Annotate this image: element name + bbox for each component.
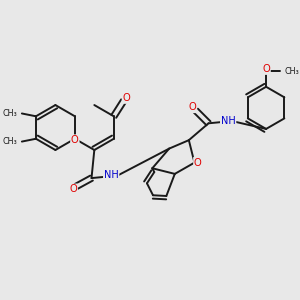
Text: O: O [194, 158, 202, 168]
Text: CH₃: CH₃ [284, 67, 299, 76]
Text: O: O [262, 64, 270, 74]
Text: O: O [123, 93, 130, 103]
Text: O: O [69, 184, 77, 194]
Text: NH: NH [221, 116, 236, 125]
Text: O: O [71, 135, 79, 145]
Text: CH₃: CH₃ [3, 109, 18, 118]
Text: NH: NH [104, 170, 119, 180]
Text: CH₃: CH₃ [3, 137, 18, 146]
Text: O: O [189, 102, 196, 112]
